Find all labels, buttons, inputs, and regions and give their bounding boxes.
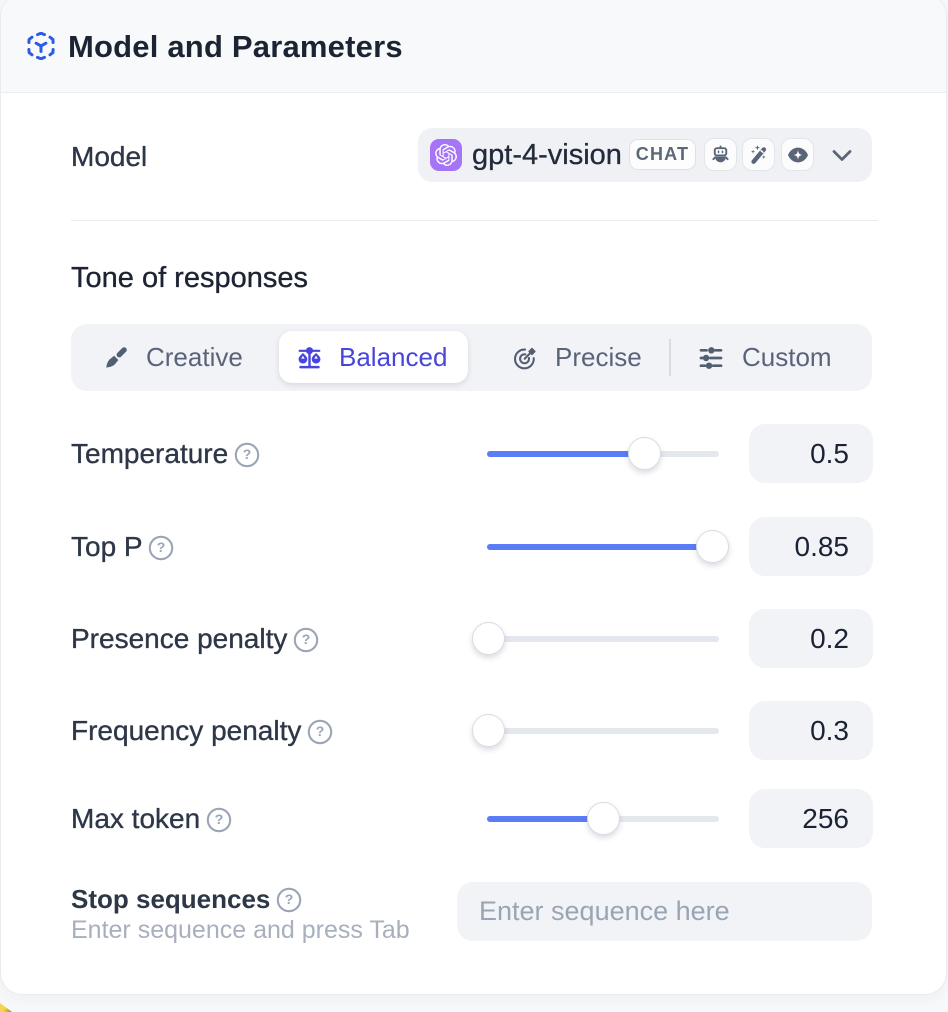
svg-text:?: ? <box>215 811 224 827</box>
svg-text:?: ? <box>284 891 293 907</box>
svg-text:?: ? <box>302 631 311 647</box>
svg-text:?: ? <box>157 539 166 555</box>
svg-text:?: ? <box>316 723 325 739</box>
svg-text:?: ? <box>243 446 252 462</box>
